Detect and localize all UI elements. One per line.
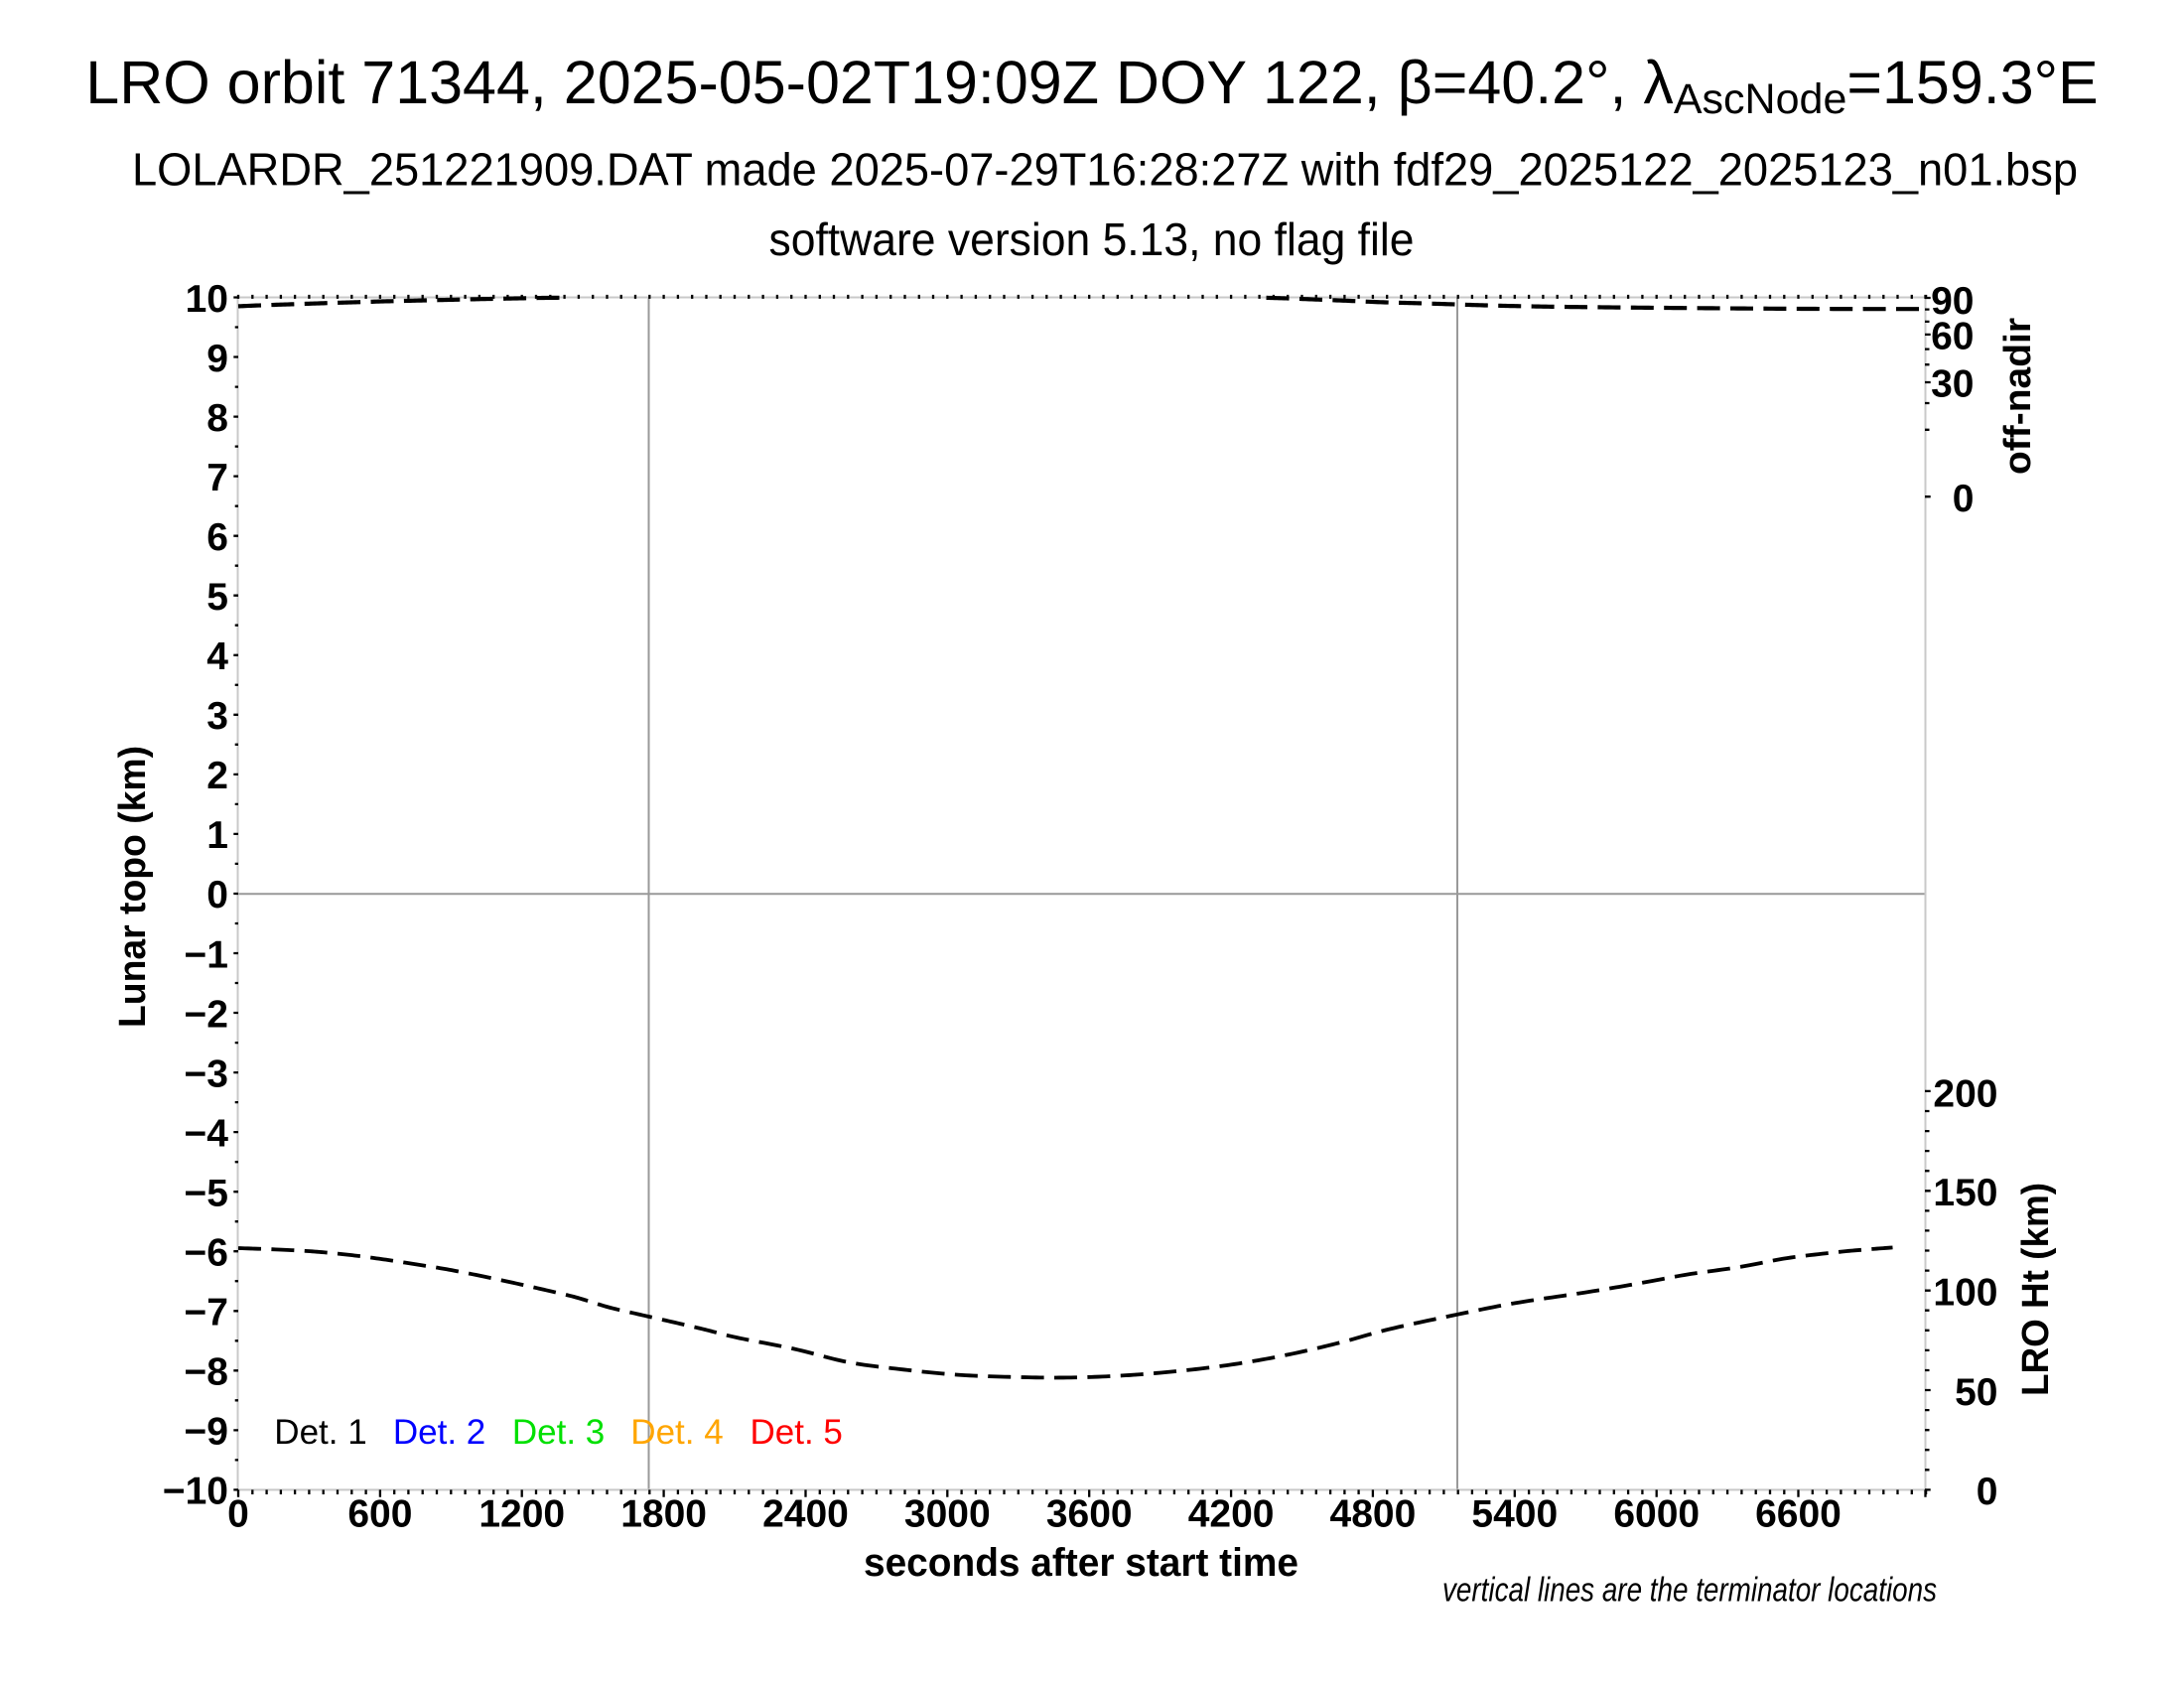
svg-text:−2: −2: [185, 993, 228, 1036]
svg-text:600: 600: [347, 1492, 412, 1535]
svg-text:8: 8: [206, 397, 228, 440]
svg-text:Det. 2: Det. 2: [393, 1413, 485, 1452]
svg-text:7: 7: [206, 457, 228, 499]
svg-text:50: 50: [1955, 1371, 1997, 1414]
svg-text:Det. 1: Det. 1: [274, 1413, 366, 1452]
svg-text:4: 4: [206, 635, 228, 678]
svg-text:9: 9: [206, 338, 228, 380]
svg-text:off-nadir: off-nadir: [1997, 318, 2039, 475]
svg-text:Det. 3: Det. 3: [512, 1413, 605, 1452]
svg-text:0: 0: [1977, 1471, 1998, 1513]
svg-text:0: 0: [206, 874, 228, 916]
svg-text:Det. 5: Det. 5: [751, 1413, 843, 1452]
svg-text:4800: 4800: [1330, 1492, 1417, 1535]
svg-text:Lunar topo (km): Lunar topo (km): [112, 746, 154, 1028]
svg-text:1200: 1200: [478, 1492, 565, 1535]
svg-text:3000: 3000: [904, 1492, 991, 1535]
svg-text:1800: 1800: [620, 1492, 707, 1535]
svg-text:vertical lines are the termina: vertical lines are the terminator locati…: [1442, 1572, 1937, 1610]
svg-text:100: 100: [1933, 1271, 1997, 1314]
svg-text:10: 10: [186, 278, 228, 321]
svg-text:0: 0: [1953, 478, 1975, 520]
svg-text:3: 3: [206, 695, 228, 738]
svg-text:seconds after start time: seconds after start time: [864, 1541, 1298, 1585]
svg-text:6000: 6000: [1613, 1492, 1700, 1535]
svg-text:4200: 4200: [1188, 1492, 1275, 1535]
svg-text:30: 30: [1931, 363, 1974, 406]
svg-text:1: 1: [206, 814, 228, 857]
svg-text:−3: −3: [185, 1053, 228, 1095]
svg-text:90: 90: [1931, 280, 1974, 323]
svg-text:150: 150: [1933, 1172, 1997, 1214]
svg-text:−6: −6: [185, 1232, 228, 1275]
svg-text:200: 200: [1933, 1072, 1997, 1115]
svg-text:5: 5: [206, 576, 228, 619]
svg-text:3600: 3600: [1046, 1492, 1133, 1535]
svg-text:LOLARDR_251221909.DAT made 202: LOLARDR_251221909.DAT made 2025-07-29T16…: [132, 143, 2078, 195]
svg-text:−8: −8: [185, 1351, 228, 1394]
svg-text:−7: −7: [185, 1292, 228, 1335]
svg-text:Det. 4: Det. 4: [630, 1413, 723, 1452]
svg-text:−4: −4: [185, 1112, 229, 1155]
svg-text:5400: 5400: [1471, 1492, 1558, 1535]
svg-text:software version 5.13, no flag: software version 5.13, no flag file: [769, 213, 1415, 265]
svg-text:−5: −5: [185, 1173, 228, 1215]
svg-text:0: 0: [227, 1492, 249, 1535]
svg-text:−9: −9: [185, 1411, 228, 1454]
svg-text:−10: −10: [163, 1471, 228, 1513]
svg-text:2: 2: [206, 755, 228, 797]
svg-text:−1: −1: [185, 933, 228, 976]
svg-text:2400: 2400: [762, 1492, 849, 1535]
svg-text:6600: 6600: [1755, 1492, 1842, 1535]
svg-text:6: 6: [206, 516, 228, 559]
svg-text:60: 60: [1931, 316, 1974, 358]
svg-text:LRO Ht (km): LRO Ht (km): [2015, 1183, 2057, 1396]
